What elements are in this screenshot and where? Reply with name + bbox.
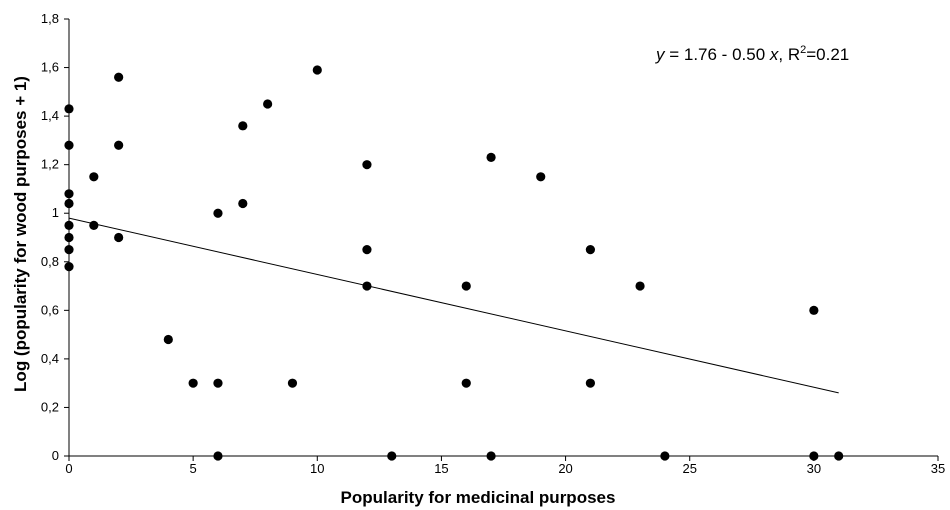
data-point xyxy=(114,233,123,242)
data-point xyxy=(213,209,222,218)
data-point xyxy=(586,379,595,388)
y-tick-label: 0,2 xyxy=(41,399,59,414)
data-point xyxy=(586,245,595,254)
data-point xyxy=(313,65,322,74)
y-tick-label: 1,4 xyxy=(41,108,59,123)
data-point xyxy=(362,160,371,169)
trendline-group xyxy=(69,218,839,393)
data-point xyxy=(213,379,222,388)
y-tick-label: 0 xyxy=(52,448,59,463)
data-point xyxy=(64,262,73,271)
data-point xyxy=(189,379,198,388)
x-tick-label: 10 xyxy=(310,461,324,476)
data-point xyxy=(213,451,222,460)
data-point xyxy=(64,199,73,208)
y-tick-label: 0,6 xyxy=(41,302,59,317)
data-point xyxy=(486,451,495,460)
data-point xyxy=(462,281,471,290)
data-point xyxy=(64,233,73,242)
y-tick-label: 1,2 xyxy=(41,157,59,172)
data-point xyxy=(362,245,371,254)
data-point xyxy=(486,153,495,162)
trendline xyxy=(69,218,839,393)
y-tick-label: 0,8 xyxy=(41,254,59,269)
data-point xyxy=(536,172,545,181)
y-axis-title: Log (popularity for wood purposes + 1) xyxy=(11,76,30,392)
data-point xyxy=(387,451,396,460)
x-tick-label: 35 xyxy=(931,461,945,476)
data-point xyxy=(89,221,98,230)
axes xyxy=(64,19,938,461)
x-tick-label: 25 xyxy=(682,461,696,476)
x-tick-label: 20 xyxy=(558,461,572,476)
equation-x-variable: x xyxy=(769,45,779,64)
data-point xyxy=(809,451,818,460)
data-point xyxy=(238,199,247,208)
data-point xyxy=(635,281,644,290)
equation-r2-prefix: , R xyxy=(778,45,800,64)
data-point xyxy=(809,306,818,315)
data-point xyxy=(164,335,173,344)
equation-r2-value: =0.21 xyxy=(806,45,849,64)
data-points xyxy=(64,65,843,460)
x-tick-label: 0 xyxy=(65,461,72,476)
data-point xyxy=(64,189,73,198)
x-axis-title: Popularity for medicinal purposes xyxy=(341,488,616,507)
data-point xyxy=(834,451,843,460)
data-point xyxy=(362,281,371,290)
data-point xyxy=(114,73,123,82)
data-point xyxy=(89,172,98,181)
data-point xyxy=(64,141,73,150)
x-tick-label: 30 xyxy=(807,461,821,476)
data-point xyxy=(263,99,272,108)
regression-equation: y = 1.76 - 0.50 x, R2=0.21 xyxy=(655,44,849,64)
tick-labels: 0 0,2 0,4 0,6 0,8 1 1,2 1,4 1,6 1,8 0 5 10 15 20 25 30 35 xyxy=(41,11,945,476)
y-tick-label: 1 xyxy=(52,205,59,220)
y-tick-label: 0,4 xyxy=(41,351,59,366)
data-point xyxy=(288,379,297,388)
data-point xyxy=(64,221,73,230)
y-tick-label: 1,6 xyxy=(41,60,59,75)
data-point xyxy=(462,379,471,388)
data-point xyxy=(114,141,123,150)
equation-body: = 1.76 - 0.50 xyxy=(665,45,770,64)
x-tick-label: 15 xyxy=(434,461,448,476)
data-point xyxy=(64,245,73,254)
x-tick-label: 5 xyxy=(190,461,197,476)
data-point xyxy=(238,121,247,130)
data-point xyxy=(660,451,669,460)
y-tick-label: 1,8 xyxy=(41,11,59,26)
data-point xyxy=(64,104,73,113)
